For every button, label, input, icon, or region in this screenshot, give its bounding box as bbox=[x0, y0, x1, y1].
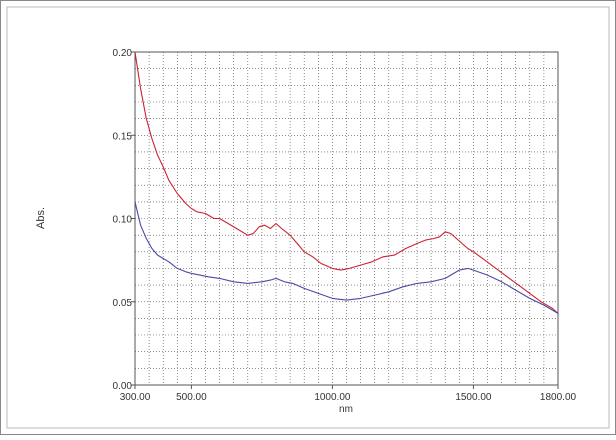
y-tick-label: 0.10 bbox=[113, 215, 133, 226]
x-tick-label: 1800.00 bbox=[540, 392, 577, 403]
x-tick-label: 1000.00 bbox=[314, 392, 351, 403]
y-tick-label: 0.05 bbox=[113, 298, 133, 309]
x-tick-label: 1500.00 bbox=[455, 392, 492, 403]
y-tick-label: 0.20 bbox=[113, 48, 133, 59]
y-tick-label: 0.15 bbox=[113, 131, 133, 142]
series-line-1 bbox=[134, 51, 559, 314]
y-tick-label: 0.00 bbox=[113, 381, 133, 392]
inner-border bbox=[6, 6, 610, 429]
y-axis-label: Abs. bbox=[35, 207, 47, 229]
x-axis-label: nm bbox=[339, 404, 353, 415]
tick-labels: 300.00 500.00 1000.00 1500.00 1800.00 0.00 0.0… bbox=[113, 48, 577, 403]
series-layer bbox=[134, 51, 559, 314]
x-tick-label: 500.00 bbox=[176, 392, 207, 403]
x-tick-label: 300.00 bbox=[120, 392, 151, 403]
series-line-2 bbox=[134, 201, 559, 314]
